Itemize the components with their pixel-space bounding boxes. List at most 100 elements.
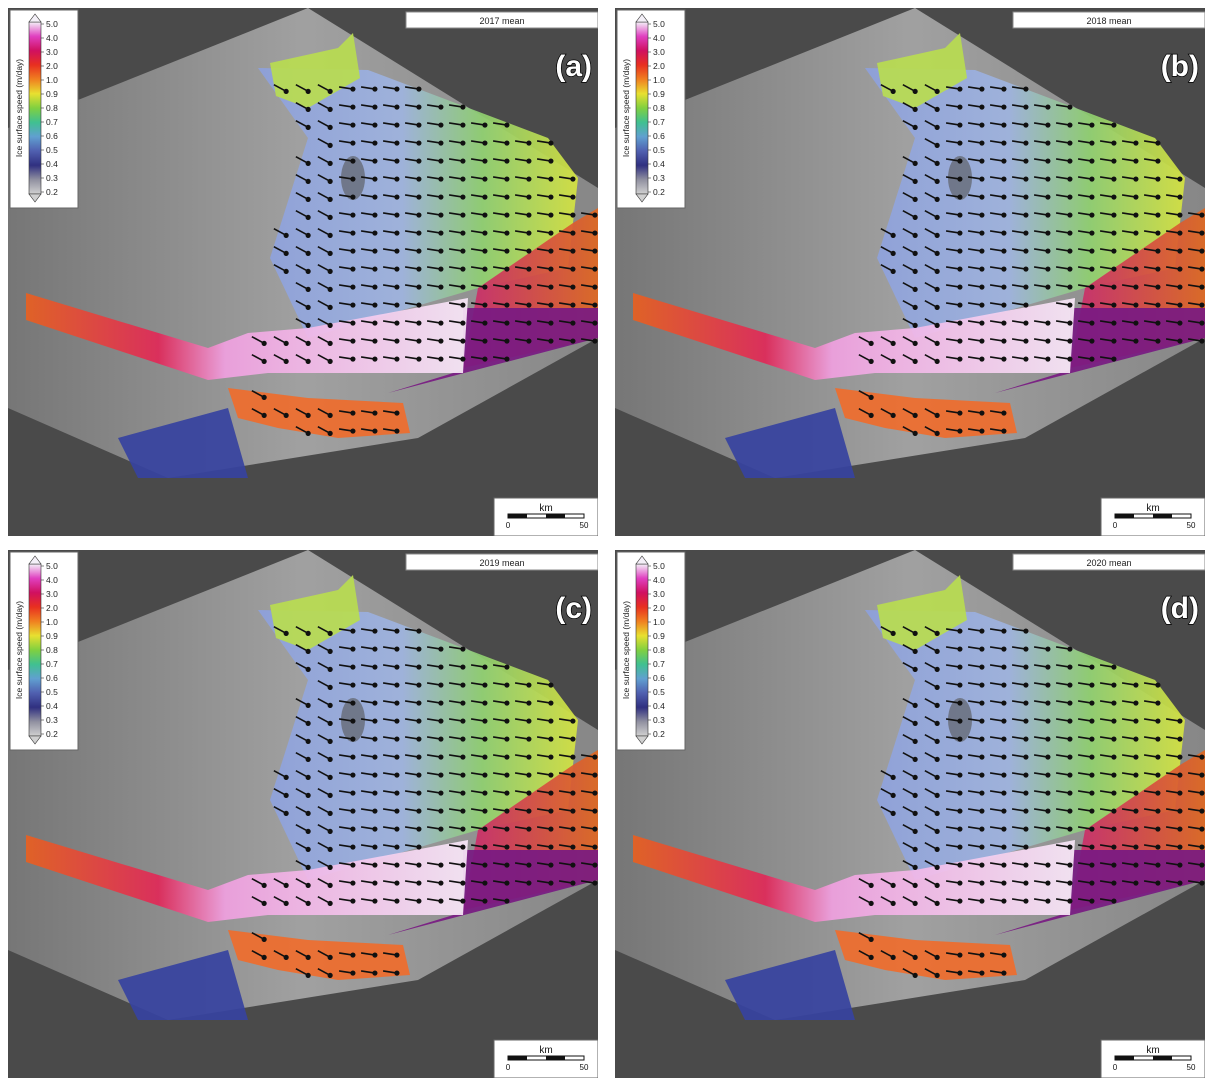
arrow-head	[1068, 357, 1072, 361]
arrow-head	[1200, 863, 1204, 867]
arrow-head	[395, 647, 399, 651]
arrow-head	[549, 773, 553, 777]
arrow-head	[328, 324, 332, 328]
arrow-head	[351, 357, 355, 361]
arrow-head	[1156, 231, 1160, 235]
arrow-head	[417, 719, 421, 723]
arrow-head	[461, 123, 465, 127]
arrow-head	[1002, 249, 1006, 253]
arrow-head	[483, 231, 487, 235]
arrow-head	[1200, 213, 1204, 217]
arrow-head	[461, 737, 465, 741]
arrow-head	[913, 848, 917, 852]
arrow-head	[958, 249, 962, 253]
arrow-head	[1090, 285, 1094, 289]
arrow-head	[417, 791, 421, 795]
arrow-head	[571, 213, 575, 217]
arrow-head	[1156, 213, 1160, 217]
arrow-head	[328, 956, 332, 960]
arrow-head	[869, 414, 873, 418]
arrow-head	[958, 899, 962, 903]
arrow-head	[395, 629, 399, 633]
scalebar-segment	[1115, 514, 1134, 518]
arrow-head	[505, 719, 509, 723]
arrow-head	[549, 285, 553, 289]
arrow-head	[461, 357, 465, 361]
arrow-head	[284, 776, 288, 780]
arrow-head	[505, 141, 509, 145]
arrow-head	[439, 159, 443, 163]
arrow-head	[373, 719, 377, 723]
arrow-head	[1068, 755, 1072, 759]
arrow-head	[1178, 737, 1182, 741]
arrow-head	[461, 863, 465, 867]
arrow-head	[1068, 863, 1072, 867]
arrow-head	[1134, 321, 1138, 325]
arrow-head	[1024, 755, 1028, 759]
arrow-head	[980, 665, 984, 669]
colorbar-tick-label: 0.3	[653, 715, 665, 725]
arrow-head	[549, 231, 553, 235]
colorbar-tick-label: 1.0	[46, 75, 58, 85]
arrow-head	[1134, 737, 1138, 741]
arrow-head	[958, 863, 962, 867]
arrow-head	[958, 213, 962, 217]
arrow-head	[373, 791, 377, 795]
arrow-head	[284, 902, 288, 906]
arrow-head	[351, 339, 355, 343]
arrow-head	[593, 881, 597, 885]
arrow-head	[1156, 773, 1160, 777]
arrow-head	[935, 90, 939, 94]
arrow-head	[891, 270, 895, 274]
arrow-head	[1156, 267, 1160, 271]
arrow-head	[571, 339, 575, 343]
arrow-head	[891, 252, 895, 256]
arrow-head	[284, 884, 288, 888]
arrow-head	[1002, 159, 1006, 163]
arrow-head	[306, 866, 310, 870]
arrow-head	[284, 632, 288, 636]
arrow-head	[373, 123, 377, 127]
arrow-head	[1112, 249, 1116, 253]
arrow-head	[1024, 629, 1028, 633]
arrow-head	[461, 881, 465, 885]
scalebar-unit: km	[539, 503, 552, 514]
arrow-head	[461, 339, 465, 343]
arrow-head	[1024, 647, 1028, 651]
colorbar-title: Ice surface speed (m/day)	[14, 59, 24, 157]
arrow-head	[1156, 701, 1160, 705]
arrow-head	[527, 249, 531, 253]
arrow-head	[1068, 809, 1072, 813]
arrow-head	[1068, 267, 1072, 271]
arrow-head	[593, 755, 597, 759]
arrow-head	[328, 758, 332, 762]
arrow-head	[1090, 737, 1094, 741]
colorbar-tick-label: 2.0	[653, 603, 665, 613]
arrow-head	[913, 342, 917, 346]
arrow-head	[1002, 719, 1006, 723]
arrow-head	[461, 231, 465, 235]
arrow-head	[571, 321, 575, 325]
arrow-head	[395, 159, 399, 163]
arrow-head	[373, 159, 377, 163]
arrow-head	[417, 755, 421, 759]
arrow-head	[1068, 719, 1072, 723]
arrow-head	[527, 231, 531, 235]
arrow-head	[1112, 123, 1116, 127]
arrow-head	[913, 432, 917, 436]
arrow-head	[1156, 791, 1160, 795]
arrow-head	[1046, 231, 1050, 235]
arrow-head	[1090, 881, 1094, 885]
arrow-head	[395, 791, 399, 795]
arrow-head	[395, 863, 399, 867]
arrow-head	[935, 288, 939, 292]
arrow-head	[958, 267, 962, 271]
arrow-head	[1068, 683, 1072, 687]
arrow-head	[373, 737, 377, 741]
arrow-head	[351, 863, 355, 867]
arrow-head	[549, 845, 553, 849]
colorbar-tick-label: 0.3	[46, 715, 58, 725]
arrow-head	[328, 108, 332, 112]
arrow-head	[1112, 195, 1116, 199]
arrow-head	[549, 213, 553, 217]
